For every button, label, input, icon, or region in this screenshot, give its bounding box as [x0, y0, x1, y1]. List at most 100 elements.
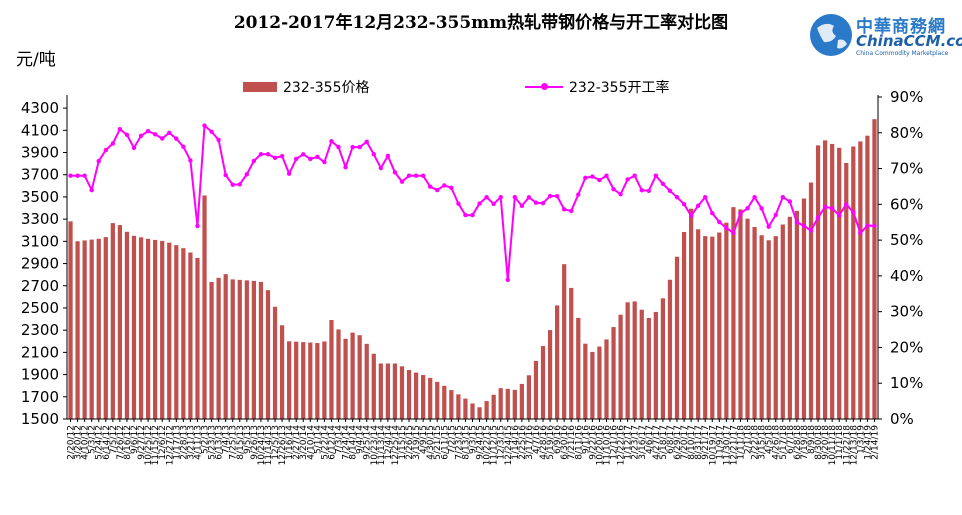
x-tick-label: 7/24/14 — [342, 425, 352, 460]
price-bar — [336, 329, 341, 419]
rate-point — [68, 173, 73, 178]
x-tick-label: 12/3/15 — [497, 425, 507, 460]
rate-point — [590, 174, 595, 179]
price-bar — [294, 341, 299, 419]
right-tick-label: 30% — [890, 303, 923, 321]
rate-point — [787, 199, 793, 204]
price-bar — [110, 223, 115, 419]
x-tick-label: 11/12/15 — [490, 425, 500, 465]
price-bar — [731, 207, 736, 419]
price-bar — [138, 237, 144, 419]
rate-point — [265, 152, 271, 157]
rate-point — [491, 201, 496, 207]
rate-point — [639, 188, 644, 193]
legend-price-label: 232-355价格 — [283, 80, 370, 96]
price-bar — [689, 208, 694, 419]
rate-point — [851, 210, 856, 215]
x-tick-label: 11/30/17 — [722, 425, 732, 465]
price-bar — [371, 353, 376, 419]
price-bar — [858, 141, 863, 419]
rate-point — [308, 156, 313, 162]
legend-item-price: 232-355价格 — [243, 78, 370, 96]
price-bar — [822, 140, 828, 419]
left-tick-label: 1900 — [21, 366, 59, 384]
x-tick-label: 11/10/16 — [602, 425, 612, 466]
price-bar — [82, 240, 87, 419]
x-tick-label: 4/10/12 — [81, 425, 91, 460]
rate-point — [420, 173, 426, 178]
x-tick-label: 3/19/15 — [412, 425, 422, 460]
price-bar — [491, 394, 496, 419]
rate-point — [209, 129, 214, 134]
rate-point — [371, 152, 376, 157]
price-bar — [89, 239, 94, 419]
rate-point — [378, 165, 384, 171]
rate-point — [223, 172, 228, 178]
rate-point — [526, 195, 532, 200]
x-tick-label: 7/19/18 — [800, 425, 810, 460]
rate-point — [470, 212, 475, 218]
x-tick-label: 12/1/16 — [610, 425, 620, 460]
x-tick-label: 5/2/13 — [201, 425, 211, 454]
left-tick-label: 2300 — [21, 321, 59, 339]
price-bar — [794, 210, 800, 419]
price-bar — [625, 302, 630, 419]
price-bar — [724, 222, 729, 419]
rate-point — [533, 200, 539, 205]
x-tick-label: 5/3/12 — [88, 425, 98, 454]
x-tick-label: 9/27/12 — [137, 425, 147, 460]
right-tick-label: 60% — [890, 195, 923, 213]
rate-line — [68, 123, 877, 283]
price-bar — [195, 257, 200, 419]
rate-point — [160, 136, 165, 141]
x-tick-label: 7/26/12 — [116, 425, 126, 460]
x-tick-label: 3/21/13 — [186, 425, 196, 460]
price-bar — [717, 232, 722, 419]
rate-point — [167, 130, 172, 135]
price-bar — [145, 238, 151, 419]
rate-point — [625, 177, 630, 182]
rate-point — [315, 154, 320, 160]
left-tick-label: 2100 — [21, 343, 59, 361]
right-tick-label: 40% — [890, 267, 923, 285]
rate-point — [152, 132, 158, 137]
rate-point — [745, 206, 750, 211]
rate-point — [484, 194, 489, 200]
x-tick-label: 9/20/18 — [821, 425, 831, 460]
price-bar — [787, 216, 792, 419]
rate-point — [96, 158, 101, 164]
price-bar — [844, 162, 849, 419]
x-tick-label: 10/25/12 — [144, 425, 154, 465]
x-tick-label: 11/22/18 — [842, 425, 852, 466]
right-tick-label: 20% — [890, 338, 923, 356]
rate-point — [456, 201, 461, 206]
rate-point — [477, 201, 482, 206]
x-tick-label: 3/17/16 — [525, 425, 535, 460]
price-bar — [865, 135, 870, 419]
x-tick-label: 1/16/14 — [285, 425, 295, 460]
x-tick-label: 6/13/13 — [215, 425, 225, 460]
rate-point — [188, 158, 193, 163]
price-bar — [604, 339, 609, 419]
x-tick-label: 1/24/19 — [863, 425, 873, 460]
price-bar — [265, 290, 271, 419]
rate-point — [780, 194, 785, 200]
x-tick-label: 6/30/16 — [560, 425, 570, 460]
price-bar — [385, 363, 390, 419]
x-tick-label: 9/6/12 — [130, 425, 140, 454]
price-bar — [738, 209, 743, 419]
rate-point — [858, 230, 863, 236]
x-tick-label: 4/28/16 — [539, 425, 549, 460]
price-bar — [442, 385, 447, 419]
x-tick-label: 7/23/15 — [454, 425, 464, 460]
x-tick-label: 1/3/19 — [856, 425, 866, 454]
price-bar — [752, 226, 757, 419]
rate-point — [710, 210, 715, 216]
rate-point — [667, 188, 673, 194]
x-tick-label: 7/3/14 — [335, 425, 345, 454]
x-tick-label: 9/1/16 — [581, 425, 591, 454]
x-tick-label: 6/28/18 — [793, 425, 803, 460]
price-bar — [413, 372, 419, 419]
x-tick-label: 1/17/13 — [172, 425, 182, 460]
